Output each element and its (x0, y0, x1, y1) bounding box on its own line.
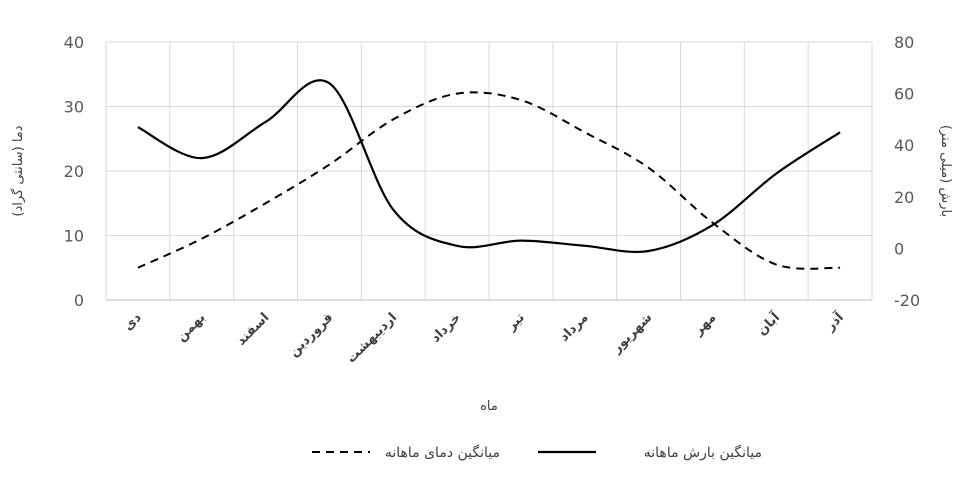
left-tick-label: 30 (64, 98, 84, 117)
legend: میانگین بارش ماهانه میانگین دمای ماهانه (312, 444, 762, 461)
category-label: تیر (504, 310, 528, 334)
category-label: آذر (821, 308, 847, 334)
right-tick-label: 60 (894, 85, 914, 104)
category-label: مرداد (557, 310, 592, 345)
right-tick-label: 80 (894, 33, 914, 52)
right-tick-label: 20 (894, 188, 914, 207)
grid (106, 42, 872, 300)
x-axis-title: ماه (480, 399, 498, 414)
category-label: شهریور (609, 310, 656, 357)
legend-label-temperature: میانگین دمای ماهانه (385, 444, 500, 461)
y-axis-right-title: بارش (میلی متر) (938, 125, 953, 217)
category-label: خرداد (428, 310, 464, 346)
category-label: دی (121, 310, 145, 334)
right-tick-label: 40 (894, 136, 914, 155)
category-label: بهمن (174, 310, 209, 345)
category-label: اسفند (234, 310, 272, 348)
right-tick-label: -20 (894, 291, 920, 310)
legend-label-precipitation: میانگین بارش ماهانه (644, 444, 762, 461)
category-label: اردیبهشت (344, 310, 400, 366)
category-label: فروردین (286, 310, 336, 360)
left-tick-label: 10 (64, 227, 84, 246)
y-axis-left-title: دما (سانتی گراد) (10, 125, 26, 216)
category-label: مهر (690, 310, 719, 339)
right-tick-label: 0 (894, 239, 904, 258)
left-tick-label: 0 (74, 291, 84, 310)
category-label: آبان (753, 308, 783, 338)
left-tick-label: 40 (64, 33, 84, 52)
left-tick-label: 20 (64, 162, 84, 181)
